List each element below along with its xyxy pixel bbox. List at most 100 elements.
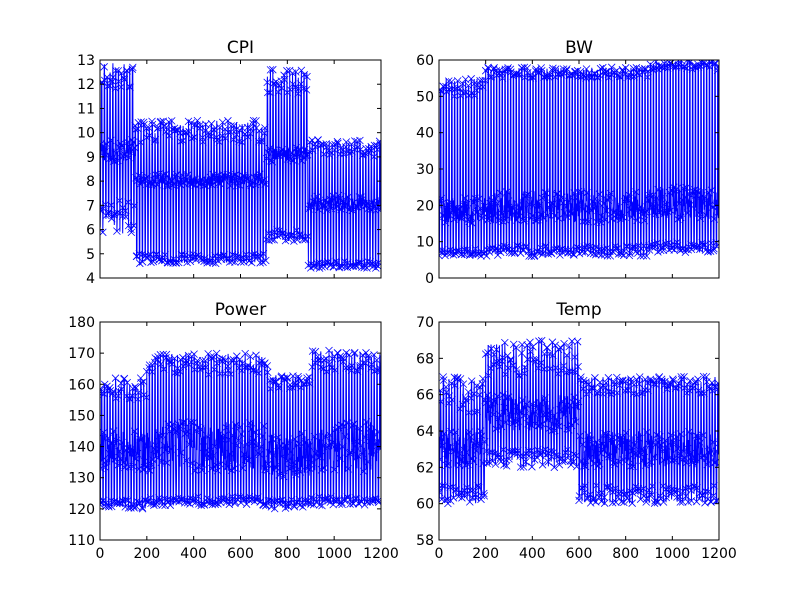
data-point [706, 247, 715, 255]
panel-title: Temp [555, 300, 601, 320]
data-point [233, 253, 242, 262]
data-point [180, 496, 189, 505]
data-point [362, 418, 371, 426]
data-point [284, 235, 293, 243]
data-point [465, 428, 474, 436]
data-point [640, 216, 649, 225]
data-point [163, 459, 171, 467]
data-point [148, 368, 156, 376]
data-point [634, 434, 643, 442]
data-point [204, 128, 213, 137]
data-point [283, 67, 291, 75]
data-point [114, 461, 122, 470]
data-point [651, 210, 660, 218]
data-point [610, 378, 618, 386]
data-point [489, 205, 497, 213]
data-point [569, 457, 578, 466]
data-point [591, 374, 599, 382]
data-point [239, 464, 247, 472]
data-point [458, 213, 467, 222]
data-point [223, 254, 231, 263]
data-point [641, 64, 649, 73]
data-point [322, 143, 331, 151]
data-point [289, 80, 297, 88]
data-point [229, 135, 238, 144]
data-point [136, 138, 145, 147]
data-point [681, 454, 689, 462]
data-point [522, 242, 531, 251]
y-tick-label: 20 [416, 198, 434, 214]
data-point [655, 433, 664, 441]
data-point [459, 400, 467, 409]
data-point [679, 487, 687, 496]
data-point [166, 175, 174, 183]
data-point [358, 195, 367, 204]
data-point [305, 373, 314, 381]
data-point [606, 189, 615, 198]
data-point [339, 358, 347, 366]
data-point [468, 219, 476, 227]
data-point [140, 121, 148, 129]
data-point [508, 203, 517, 212]
data-point [442, 388, 451, 396]
data-point [463, 245, 471, 254]
data-point [107, 439, 115, 448]
data-point [297, 66, 306, 75]
data-point [567, 421, 576, 429]
data-point [699, 431, 707, 440]
data-point [306, 465, 315, 473]
data-point [271, 151, 279, 159]
data-point [228, 492, 236, 501]
data-point [682, 184, 691, 192]
data-point [213, 466, 222, 475]
data-point [527, 446, 536, 455]
data-point [539, 410, 548, 419]
data-point [112, 436, 121, 445]
data-point [127, 228, 136, 237]
data-point [572, 243, 581, 251]
data-point [485, 395, 493, 403]
data-point [537, 336, 546, 345]
data-point [240, 450, 248, 459]
data-point [596, 71, 604, 80]
data-point [202, 363, 210, 371]
data-point [507, 356, 515, 364]
data-point [341, 432, 350, 441]
data-point [310, 432, 319, 441]
data-point [669, 62, 678, 71]
data-point [198, 466, 206, 474]
data-point [549, 412, 558, 421]
data-point [143, 463, 152, 471]
data-point [269, 377, 278, 386]
data-point [176, 367, 184, 376]
data-point [449, 251, 458, 259]
data-point [487, 344, 496, 353]
data-point [631, 247, 640, 256]
data-point [308, 363, 316, 371]
data-point [302, 438, 310, 446]
data-point [332, 257, 340, 266]
data-point [621, 387, 629, 395]
data-point [629, 462, 637, 471]
data-point [584, 245, 592, 254]
data-point [231, 258, 239, 266]
y-tick-label: 60 [416, 53, 434, 69]
data-point [112, 149, 121, 158]
data-point [355, 425, 364, 433]
data-point [580, 461, 588, 470]
data-point [487, 364, 495, 373]
data-point [581, 217, 590, 226]
data-point [181, 251, 189, 259]
data-point [473, 208, 482, 216]
data-point [364, 458, 372, 466]
x-tick-label: 800 [612, 546, 639, 562]
data-point [641, 461, 650, 469]
data-point [320, 201, 329, 210]
data-point [313, 259, 321, 268]
data-point [353, 367, 362, 376]
data-point [575, 492, 584, 500]
data-point [611, 484, 620, 493]
data-point [525, 452, 533, 460]
data-point [208, 464, 216, 473]
data-point [207, 352, 215, 361]
